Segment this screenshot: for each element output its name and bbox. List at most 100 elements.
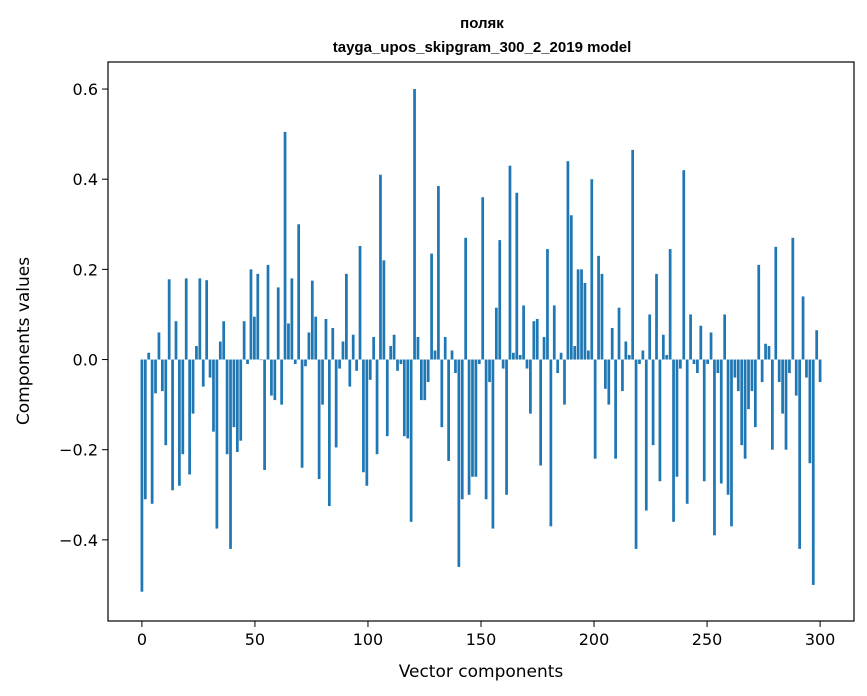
bar: [464, 237, 468, 360]
bar: [774, 246, 778, 360]
bar: [327, 359, 331, 507]
bar: [586, 350, 590, 360]
bar: [621, 359, 624, 392]
bar: [753, 359, 757, 428]
bar: [300, 359, 304, 468]
bar: [222, 321, 226, 360]
bar: [430, 253, 433, 360]
bar: [229, 359, 232, 549]
bar: [276, 287, 280, 360]
bar: [552, 305, 556, 360]
bar: [317, 359, 321, 479]
bar: [641, 350, 645, 360]
bar: [239, 359, 243, 441]
bar: [283, 131, 287, 360]
bar: [631, 149, 635, 360]
y-tick-label: 0.0: [73, 351, 98, 370]
bar: [726, 359, 730, 495]
bar: [225, 359, 229, 455]
y-tick-label: −0.4: [59, 531, 98, 550]
bar: [178, 359, 181, 486]
bar: [297, 224, 301, 360]
bar: [341, 341, 345, 360]
bar: [733, 359, 737, 378]
bar: [614, 359, 617, 459]
bar: [399, 359, 403, 365]
bar: [805, 359, 808, 378]
bar: [784, 359, 788, 450]
bar: [760, 359, 764, 383]
bar: [634, 359, 638, 549]
bar: [498, 240, 502, 360]
bar: [484, 359, 488, 500]
bar: [576, 269, 580, 360]
bar: [743, 359, 747, 459]
bar: [454, 359, 457, 374]
bar: [709, 332, 713, 360]
bar: [801, 296, 805, 360]
bar: [522, 305, 525, 360]
x-tick-label: 250: [692, 630, 723, 649]
bar: [549, 359, 553, 527]
bar: [811, 359, 815, 585]
bar: [702, 359, 706, 482]
bar: [457, 359, 461, 567]
bar: [781, 359, 784, 414]
bar: [600, 273, 604, 360]
x-tick-label: 100: [353, 630, 384, 649]
bar: [692, 359, 696, 365]
bar: [661, 334, 665, 360]
bar: [525, 359, 529, 369]
bar: [529, 359, 532, 414]
bar: [488, 359, 491, 383]
bar: [501, 359, 505, 369]
bar: [450, 350, 454, 360]
bar: [624, 341, 628, 360]
bar: [437, 185, 440, 360]
bar: [154, 359, 157, 394]
bar: [607, 359, 611, 405]
bar: [174, 321, 178, 360]
bar: [757, 264, 761, 360]
bar: [777, 359, 781, 383]
bar: [539, 359, 543, 466]
bar: [420, 359, 423, 401]
bar: [730, 359, 733, 527]
bar: [212, 359, 215, 432]
bar: [610, 327, 614, 360]
bar: [460, 359, 464, 500]
bar: [443, 336, 447, 360]
bar: [542, 336, 546, 360]
bars-group: [140, 89, 822, 592]
y-tick-label: −0.2: [59, 441, 98, 460]
bar: [699, 325, 703, 360]
bar: [679, 359, 682, 369]
x-tick-label: 300: [805, 630, 836, 649]
bar: [205, 280, 209, 360]
bar: [396, 359, 399, 371]
bar: [706, 359, 709, 365]
bar: [181, 359, 185, 455]
bar: [385, 359, 389, 437]
bar: [392, 334, 396, 360]
bar: [750, 359, 754, 392]
bar: [689, 314, 692, 360]
bar: [348, 359, 352, 387]
bar: [798, 359, 802, 549]
y-axis-ticks: −0.4 −0.2 0.0 0.2 0.4 0.6: [59, 80, 108, 550]
bar: [685, 359, 689, 504]
bar: [232, 359, 236, 428]
bar: [310, 280, 314, 360]
bar: [358, 245, 362, 360]
bar: [201, 359, 205, 387]
bar: [573, 346, 577, 360]
bar: [368, 359, 372, 380]
bar: [494, 307, 498, 360]
chart-title: поляк: [460, 15, 504, 32]
bar: [321, 359, 324, 405]
bar: [580, 269, 583, 360]
bar: [583, 282, 587, 360]
bar: [532, 321, 536, 360]
bar: [512, 352, 515, 360]
